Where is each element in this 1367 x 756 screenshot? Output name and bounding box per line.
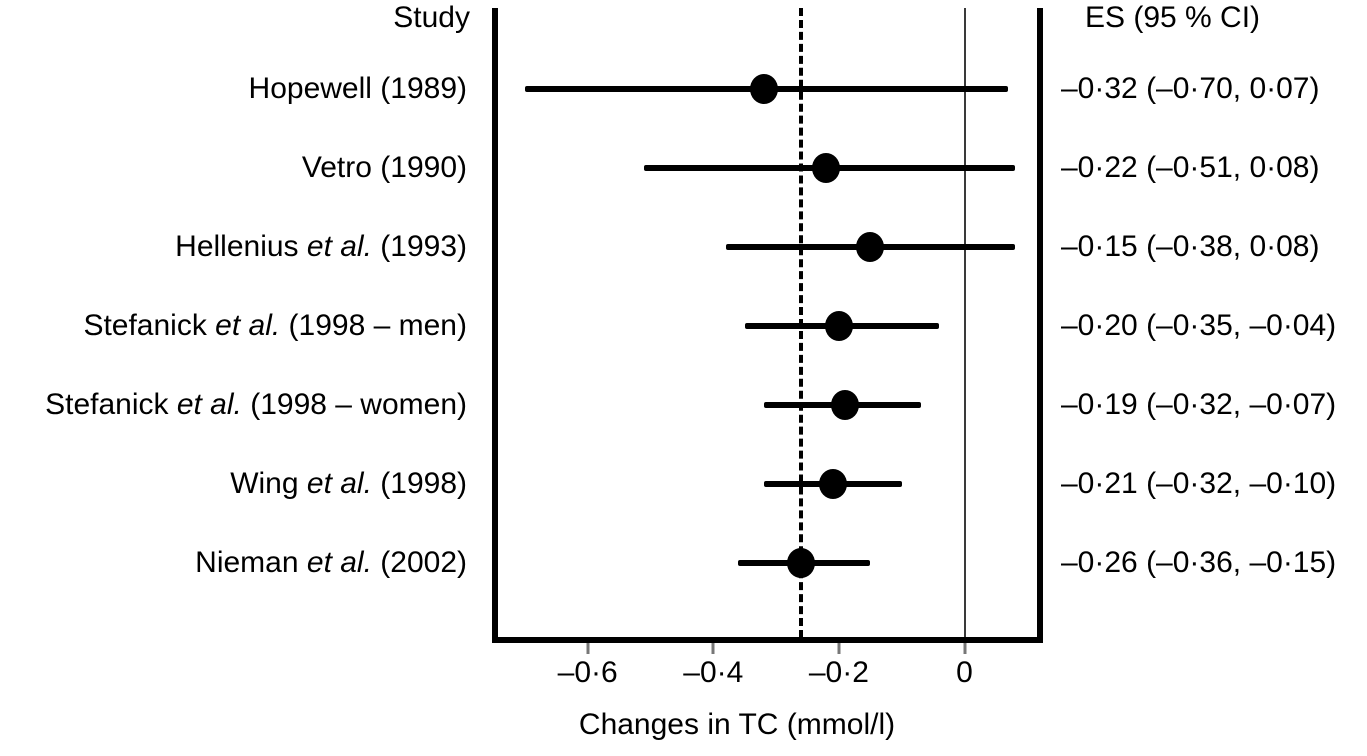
study-label-text: Stefanick <box>45 388 177 421</box>
study-label-year: (1998 – men) <box>280 309 467 342</box>
study-column-header: Study <box>393 1 470 34</box>
plot-right-border <box>1037 8 1043 638</box>
es-value-text: –0·20 (–0·35, –0·04) <box>1061 309 1337 342</box>
x-axis-tick-label: –0·4 <box>683 656 744 689</box>
study-label: Hopewell (1989) <box>249 71 467 107</box>
study-label-text: Hopewell (1989) <box>248 72 467 105</box>
study-label-text: Wing <box>230 467 307 500</box>
x-axis-tick <box>963 643 966 654</box>
study-label: Hellenius et al. (1993) <box>175 229 467 265</box>
effect-size-marker <box>818 469 847 499</box>
es-value-text: –0·15 (–0·38, 0·08) <box>1061 230 1320 263</box>
effect-size-marker <box>824 311 853 341</box>
x-axis-title: Changes in TC (mmol/l) <box>578 708 896 741</box>
study-label: Stefanick et al. (1998 – men) <box>83 308 467 344</box>
x-axis-tick <box>837 643 841 654</box>
effect-size-marker <box>812 153 841 183</box>
x-axis-tick-label: –0·6 <box>557 656 618 689</box>
es-value-text: –0·21 (–0·32, –0·10) <box>1061 467 1337 500</box>
effect-size-marker <box>831 390 860 420</box>
effect-size-marker <box>749 74 778 104</box>
study-label-etal: et al. <box>306 467 372 500</box>
study-label-year: (1998) <box>371 467 467 500</box>
effect-size-marker <box>787 548 816 578</box>
es-value-text: –0·19 (–0·32, –0·07) <box>1061 388 1337 421</box>
study-label-year: (2002) <box>371 546 467 579</box>
study-label-text: Stefanick <box>83 309 216 342</box>
zero-reference-line <box>963 8 966 638</box>
study-label: Nieman et al. (2002) <box>195 545 467 581</box>
study-label: Wing et al. (1998) <box>230 466 467 502</box>
plot-left-border <box>492 8 498 638</box>
study-label-year: (1993) <box>371 230 467 263</box>
study-label-etal: et al. <box>306 230 372 263</box>
study-label: Vetro (1990) <box>302 150 467 186</box>
study-label-text: Hellenius <box>175 230 307 263</box>
x-axis-tick <box>586 643 590 654</box>
study-label-etal: et al. <box>176 388 242 421</box>
x-axis-tick-label: 0 <box>956 656 973 689</box>
es-column-header: ES (95 % CI) <box>1085 1 1261 34</box>
x-axis-line <box>492 637 1043 643</box>
study-label-text: Nieman <box>195 546 307 579</box>
study-label-text: Vetro (1990) <box>301 151 467 184</box>
es-value-text: –0·32 (–0·70, 0·07) <box>1061 72 1320 105</box>
x-axis-tick-label: –0·2 <box>808 656 869 689</box>
x-axis-tick <box>711 643 715 654</box>
study-label-etal: et al. <box>306 546 372 579</box>
study-label: Stefanick et al. (1998 – women) <box>45 387 467 423</box>
es-value-text: –0·26 (–0·36, –0·15) <box>1061 546 1337 579</box>
effect-size-marker <box>856 232 885 262</box>
es-value-text: –0·22 (–0·51, 0·08) <box>1061 151 1320 184</box>
study-label-year: (1998 – women) <box>241 388 467 421</box>
study-label-etal: et al. <box>215 309 281 342</box>
